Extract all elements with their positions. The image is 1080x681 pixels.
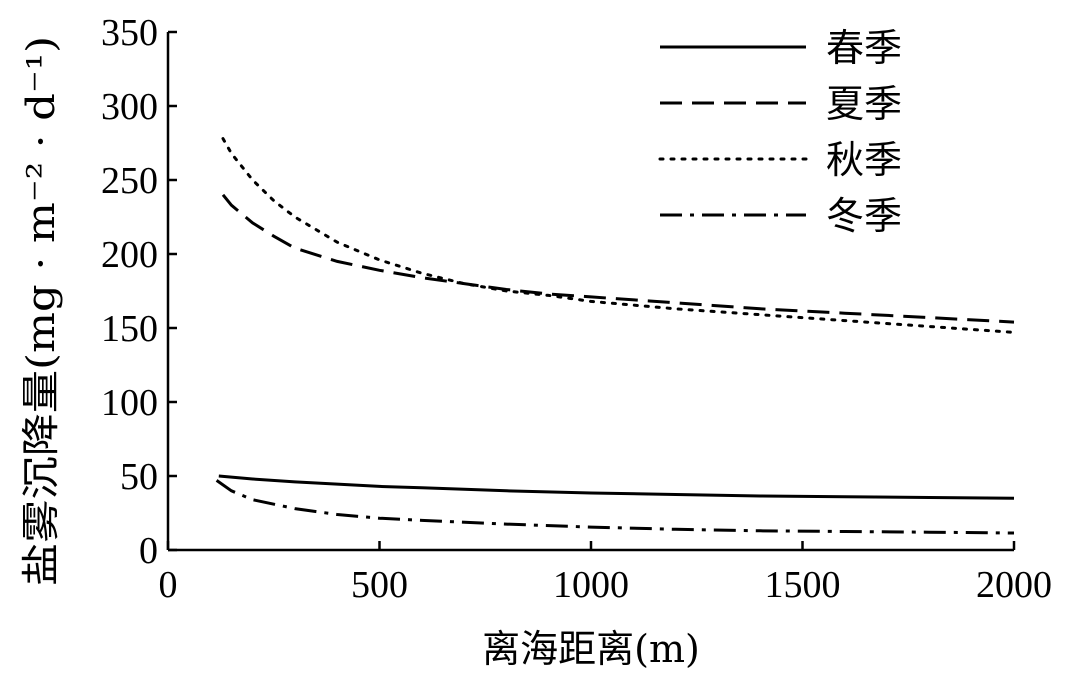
x-tick-label: 500	[351, 564, 408, 606]
y-tick-label: 50	[120, 456, 158, 498]
legend-label: 夏季	[826, 82, 902, 126]
y-tick-label: 150	[101, 308, 158, 350]
x-tick-label: 1000	[553, 564, 629, 606]
y-tick-label: 100	[101, 382, 158, 424]
x-axis-title: 离海距离(m)	[482, 627, 700, 671]
series-line-秋季	[221, 137, 1016, 334]
series-lines	[215, 137, 1016, 535]
x-tick-label: 0	[159, 564, 178, 606]
legend-label: 秋季	[826, 138, 902, 182]
series-line-春季	[218, 474, 1015, 500]
y-tick-label: 0	[139, 530, 158, 572]
y-tick-label: 250	[101, 160, 158, 202]
legend-label: 冬季	[826, 194, 902, 238]
x-tick-label: 2000	[976, 564, 1052, 606]
ticks: 0 50 100 150 200 250 300 350 0 500 1000 1500 2000	[101, 12, 1052, 606]
y-tick-label: 200	[101, 234, 158, 276]
y-axis-title: 盐雾沉降量(mg · m⁻² · d⁻¹)	[19, 36, 63, 586]
y-tick-label: 350	[101, 12, 158, 54]
x-tick-label: 1500	[765, 564, 841, 606]
legend-label: 春季	[826, 26, 902, 70]
series-line-冬季	[215, 479, 1015, 535]
y-tick-label: 300	[101, 86, 158, 128]
